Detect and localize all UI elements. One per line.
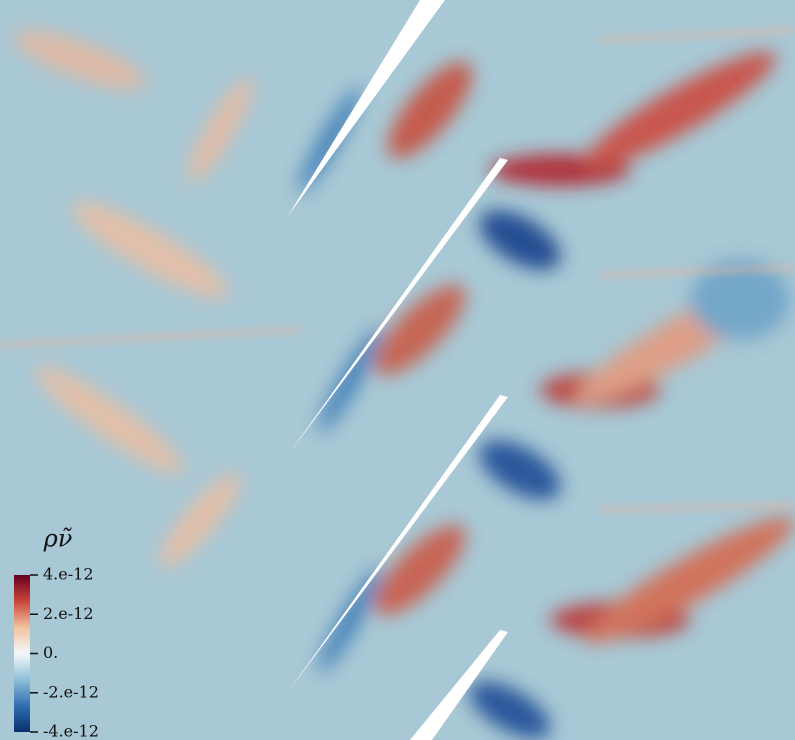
tick-label: -2.e-12 xyxy=(43,682,99,701)
tick-label: 2.e-12 xyxy=(43,604,94,623)
colorbar xyxy=(14,575,30,732)
tick-label: -4.e-12 xyxy=(43,722,99,740)
tick-label: 0. xyxy=(43,643,58,662)
visualization: ρν̃ 4.e-12 2.e-12 0. -2.e-12 -4.e-12 xyxy=(0,0,795,740)
tick-label: 4.e-12 xyxy=(43,565,94,584)
colorbar-title: ρν̃ xyxy=(43,525,73,553)
